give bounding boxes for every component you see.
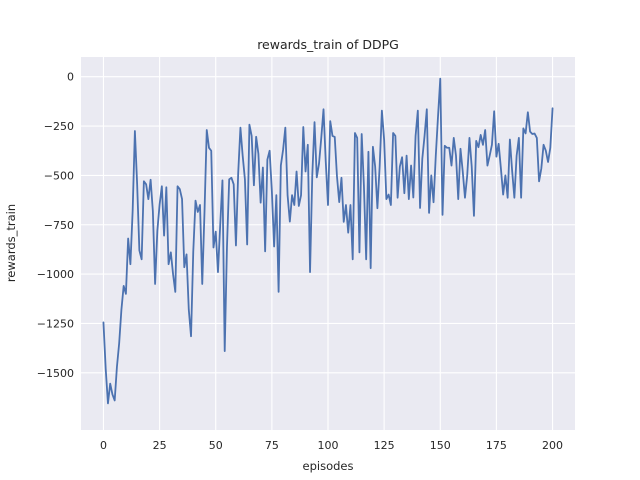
y-tick-label: −1250 [37, 317, 74, 330]
y-tick-label: −1000 [37, 268, 74, 281]
y-tick-label: −750 [44, 219, 74, 232]
x-tick-label: 0 [100, 439, 107, 452]
x-tick-label: 100 [318, 439, 339, 452]
y-tick-label: −500 [44, 169, 74, 182]
y-tick-label: −250 [44, 120, 74, 133]
y-axis-tick-labels: 0 −250 −500 −750 −1000 −1250 −1500 [37, 71, 74, 380]
x-tick-label: 75 [265, 439, 279, 452]
rewards-line-series [102, 77, 554, 405]
y-tick-label: −1500 [37, 367, 74, 380]
y-axis-label: rewards_train [4, 204, 18, 282]
x-tick-label: 25 [153, 439, 167, 452]
x-tick-label: 50 [209, 439, 223, 452]
y-tick-label: 0 [67, 71, 74, 84]
x-tick-label: 125 [374, 439, 395, 452]
x-tick-label: 150 [430, 439, 451, 452]
x-tick-label: 200 [542, 439, 563, 452]
chart-title: rewards_train of DDPG [257, 37, 399, 52]
x-tick-label: 175 [486, 439, 507, 452]
x-axis-label: episodes [303, 459, 354, 473]
x-axis-tick-labels: 0 25 50 75 100 125 150 175 200 [100, 439, 563, 452]
